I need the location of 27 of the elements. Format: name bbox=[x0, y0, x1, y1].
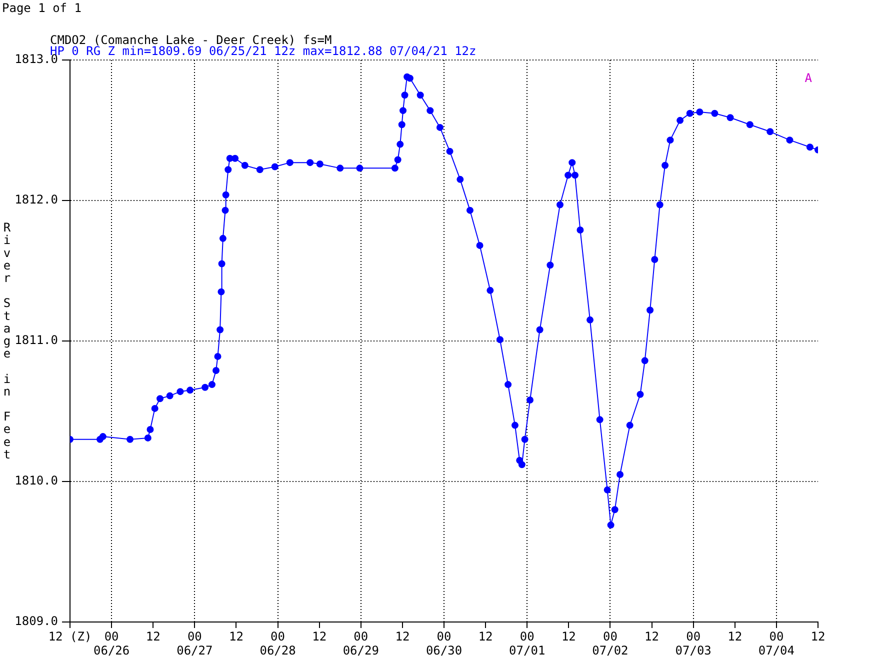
x-tick-label: 00 07/02 bbox=[592, 629, 628, 658]
y-tick-label: 1810.0 bbox=[14, 474, 58, 488]
x-tick-label: 00 07/04 bbox=[758, 629, 795, 658]
x-tick-label: 00 07/01 bbox=[509, 629, 546, 658]
x-tick-label: 00 06/26 bbox=[93, 629, 130, 658]
y-tick-label: 1809.0 bbox=[14, 614, 58, 628]
x-tick-label: 12 bbox=[146, 629, 160, 644]
x-tick-label: 12 bbox=[810, 629, 826, 644]
x-tick-label: 12 bbox=[312, 629, 327, 644]
x-tick-label: 12 bbox=[728, 629, 742, 644]
x-tick-label: 00 06/30 bbox=[426, 629, 462, 658]
y-tick-label: 1812.0 bbox=[14, 192, 58, 207]
x-tick-label: 12 bbox=[228, 629, 244, 644]
y-tick-label: 1811.0 bbox=[14, 333, 58, 348]
x-tick-label: 00 06/29 bbox=[342, 629, 379, 658]
text: River Stage in Feet bbox=[3, 220, 11, 462]
chart-title: CMDO2 (Comanche Lake - Deer Creek) fs=M bbox=[50, 33, 332, 47]
x-tick-label: 12 bbox=[395, 629, 410, 644]
annotation: A bbox=[804, 71, 813, 85]
x-tick-label: 12 bbox=[561, 629, 576, 644]
x-tick-label: 00 07/03 bbox=[675, 629, 712, 658]
x-tick-label: 12 bbox=[644, 629, 660, 644]
x-tick-label: 12 (Z) bbox=[48, 629, 92, 644]
x-tick-label: 00 06/27 bbox=[176, 629, 213, 658]
x-tick-label: 00 06/28 bbox=[260, 629, 296, 658]
x-tick-label: 12 bbox=[478, 629, 493, 644]
text: Page 1 of 1 bbox=[2, 1, 82, 15]
